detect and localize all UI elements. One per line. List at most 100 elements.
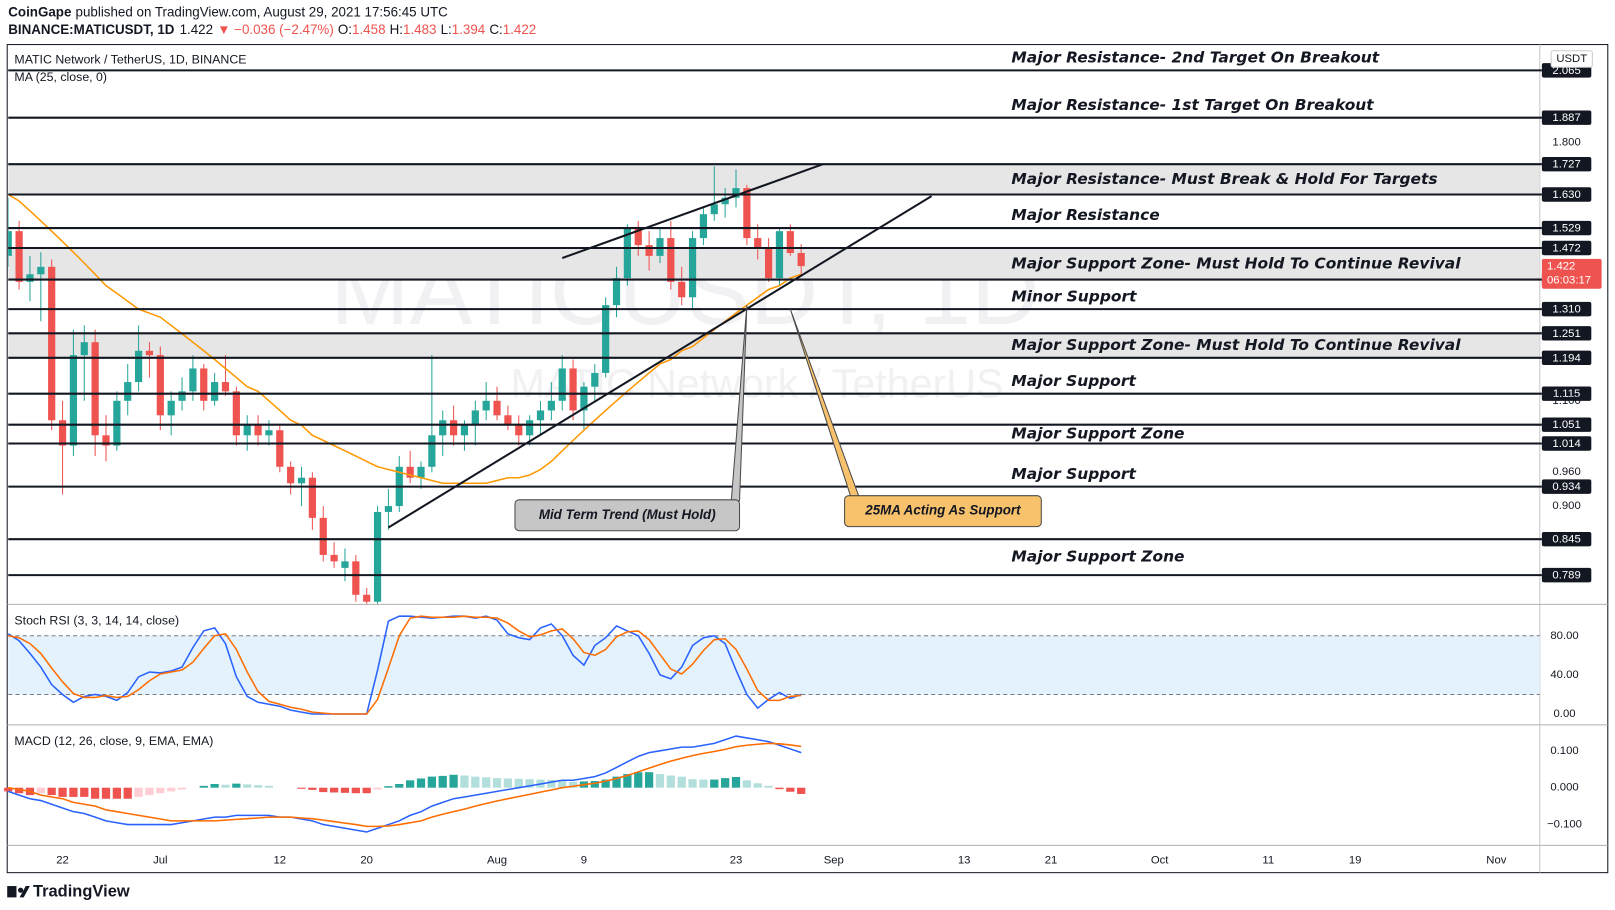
level-label-box: [1541, 326, 1592, 341]
level-note: Major Resistance: [1011, 206, 1159, 224]
o-value: 1.458: [352, 22, 385, 37]
candle-body: [232, 391, 240, 436]
macd-histogram-bar: [568, 781, 578, 788]
candle-body: [373, 511, 382, 602]
callout-text: 25MA Acting As Support: [864, 503, 1021, 518]
zone-note: Major Resistance- Must Break & Hold For …: [1011, 170, 1437, 188]
macd-histogram-bar: [644, 772, 654, 788]
candle-body: [558, 368, 566, 401]
zone-note: Major Support Zone- Must Hold To Continu…: [1011, 336, 1461, 354]
level-label: 0.934: [1552, 481, 1580, 493]
macd-histogram-bar: [199, 785, 208, 788]
level-note: Minor Support: [1011, 287, 1137, 305]
macd-histogram-bar: [14, 787, 24, 794]
candle-body: [612, 278, 621, 306]
x-tick-label: Sep: [824, 854, 844, 866]
macd-histogram-bar: [47, 787, 56, 796]
macd-histogram-bar: [471, 776, 480, 788]
macd-histogram-bar: [525, 779, 534, 788]
candle-body: [48, 266, 56, 421]
macd-histogram-bar: [601, 779, 610, 788]
candle-body: [167, 400, 175, 416]
macd-histogram-bar: [482, 777, 491, 788]
candle-body: [754, 238, 762, 249]
trendline: [561, 163, 824, 260]
candle-body: [341, 561, 349, 568]
pane-title: MATIC Network / TetherUS, 1D, BINANCE: [14, 52, 246, 66]
candle-body: [124, 382, 132, 401]
candle-body: [91, 342, 99, 436]
macd-histogram-bar: [177, 787, 187, 790]
candle-body: [287, 466, 295, 484]
macd-histogram-bar: [167, 787, 176, 792]
macd-histogram-bar: [264, 785, 274, 788]
candle-body: [515, 425, 523, 436]
macd-histogram-bar: [123, 787, 132, 799]
macd-histogram-bar: [449, 774, 458, 788]
macd-histogram-bar: [373, 787, 382, 790]
macd-histogram-bar: [677, 776, 686, 788]
x-tick-label: Jul: [153, 854, 167, 866]
x-tick-label: Oct: [1151, 854, 1169, 866]
macd-histogram-bar: [710, 779, 719, 788]
zone-note: Major Support Zone: [1011, 548, 1184, 566]
candle-body: [786, 231, 794, 253]
y-tick-label: 1.100: [1552, 395, 1580, 407]
candle-body: [699, 214, 708, 239]
candle-body: [493, 400, 501, 416]
level-label: 1.727: [1552, 159, 1580, 171]
l-label: L:: [441, 22, 452, 37]
level-label-box: [1541, 156, 1592, 172]
level-note: Major Support: [1011, 465, 1136, 483]
x-tick-label: Nov: [1486, 854, 1506, 866]
level-label: 2.065: [1552, 65, 1580, 77]
candle-body: [297, 477, 306, 484]
candle-body: [460, 425, 469, 436]
level-label: 1.251: [1552, 328, 1580, 340]
macd-histogram-bar: [416, 778, 426, 788]
macd-histogram-bar: [797, 787, 806, 794]
last-price-box: [1541, 258, 1602, 289]
candle-body: [623, 227, 631, 279]
macd-histogram-bar: [395, 784, 404, 788]
candle-body: [678, 281, 686, 298]
l-value: 1.394: [452, 22, 486, 37]
candle-body: [308, 477, 316, 518]
stoch-tick-label: 40.00: [1550, 669, 1578, 681]
candle-body: [580, 386, 588, 411]
macd-histogram-bar: [666, 775, 675, 788]
stoch-line: [8, 615, 802, 715]
macd-histogram-bar: [590, 781, 599, 788]
level-note: Major Resistance- 2nd Target On Breakout: [1011, 49, 1379, 67]
y-tick-label: 0.900: [1552, 500, 1580, 512]
level-label-box: [1541, 301, 1592, 317]
x-tick-label: 20: [360, 854, 373, 866]
candle-body: [243, 425, 251, 436]
macd-histogram-bar: [91, 787, 100, 799]
candle-body: [710, 204, 718, 215]
macd-histogram-bar: [232, 783, 241, 788]
candle-body: [134, 350, 143, 383]
stoch-line: [7, 615, 802, 715]
o-label: O:: [338, 22, 352, 37]
macd-histogram-bar: [460, 775, 469, 788]
candle-body: [102, 435, 110, 446]
x-tick-label: 11: [1262, 854, 1274, 866]
level-label: 1.194: [1552, 352, 1580, 364]
candle-body: [319, 517, 327, 555]
last-price: 1.422: [1547, 261, 1575, 273]
candle-body: [80, 342, 88, 356]
level-label: 1.472: [1552, 242, 1580, 254]
macd-histogram-bar: [362, 787, 371, 794]
macd-histogram-bar: [731, 776, 741, 788]
macd-histogram-bar: [101, 787, 111, 799]
macd-histogram-bar: [634, 772, 643, 788]
macd-histogram-bar: [492, 778, 502, 788]
symbol: BINANCE:MATICUSDT, 1D: [8, 22, 175, 37]
h-value: 1.483: [403, 22, 436, 37]
zone: [8, 164, 1540, 195]
candle-body: [221, 382, 230, 392]
candle-body: [406, 466, 414, 478]
stoch-title: Stoch RSI (3, 3, 14, 14, close): [14, 614, 179, 628]
candle-body: [211, 382, 219, 401]
